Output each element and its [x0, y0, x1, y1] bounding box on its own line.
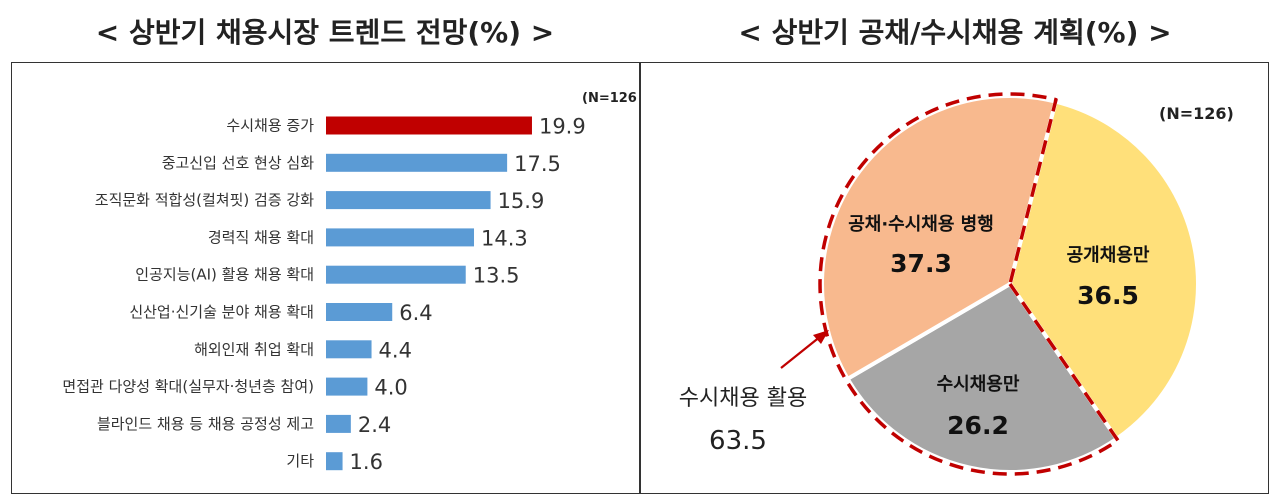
- annotation-arrow-line: [780, 335, 822, 369]
- pie-slice: [820, 93, 1058, 381]
- bar: [326, 191, 491, 210]
- bar-category-label: 중고신입 선호 현상 심화: [162, 154, 315, 172]
- pie-chart: (N=126) 공개채용만 36.5 수시채용만 26.2 공채·수시채용 병행 37.3…: [679, 92, 1234, 476]
- annotation-arrow-head: [813, 330, 829, 344]
- pie-slice-label: 공개채용만: [1067, 245, 1150, 266]
- bar: [326, 414, 351, 433]
- pie-slice: [845, 282, 1119, 474]
- bar-value-label: 4.4: [379, 338, 412, 362]
- pie-slice: [1008, 99, 1201, 441]
- combined-region-outline: [818, 92, 1120, 476]
- bar-category-label: 조직문화 적합성(컬쳐핏) 검증 강화: [95, 191, 314, 209]
- bar-value-label: 13.5: [473, 264, 520, 288]
- bar-value-label: 17.5: [514, 152, 561, 176]
- bar: [326, 228, 475, 247]
- bar: [326, 265, 466, 284]
- pie-sample-note: (N=126): [1159, 104, 1234, 123]
- bar-value-label: 2.4: [358, 413, 391, 437]
- pie-chart-title: < 상반기 공채/수시채용 계획(%) >: [738, 16, 1172, 49]
- bar-chart: (N=126) 수시채용 증가 19.9 중고신입 선호 현상 심화 17.5 조직문화…: [62, 91, 638, 474]
- bar-category-label: 수시채용 증가: [226, 117, 314, 135]
- bar-value-label: 1.6: [350, 450, 383, 474]
- bar-category-label: 해외인재 취업 확대: [194, 340, 314, 358]
- bar-chart-panel: (N=126) 수시채용 증가 19.9 중고신입 선호 현상 심화 17.5 조직문화…: [11, 62, 640, 494]
- bar-category-label: 신산업·신기술 분야 채용 확대: [129, 303, 314, 321]
- pie-slice-label: 공채·수시채용 병행: [848, 214, 994, 235]
- bar-category-label: 블라인드 채용 등 채용 공정성 제고: [97, 415, 314, 433]
- pie-slice-value: 36.5: [1077, 281, 1139, 310]
- bar-value-label: 15.9: [498, 189, 545, 213]
- bar-value-label: 6.4: [399, 301, 432, 325]
- bar-category-label: 기타: [286, 452, 314, 470]
- bar: [326, 153, 508, 172]
- bar: [326, 452, 343, 471]
- pie-slice-label: 수시채용만: [937, 374, 1020, 395]
- bar-value-label: 4.0: [374, 376, 407, 400]
- annotation-label: 수시채용 활용: [679, 386, 807, 411]
- bar-category-label: 경력직 채용 확대: [208, 228, 314, 246]
- bar: [326, 116, 532, 135]
- pie-slice-value: 37.3: [890, 249, 952, 278]
- bar-chart-title: < 상반기 채용시장 트렌드 전망(%) >: [95, 16, 555, 49]
- bar-value-label: 19.9: [539, 115, 586, 139]
- annotation-value: 63.5: [709, 426, 767, 456]
- bar-sample-note: (N=126): [582, 91, 638, 106]
- bar: [326, 303, 393, 321]
- bar-value-label: 14.3: [481, 226, 528, 250]
- bar-category-label: 인공지능(AI) 활용 채용 확대: [135, 266, 314, 284]
- pie-chart-panel: (N=126) 공개채용만 36.5 수시채용만 26.2 공채·수시채용 병행 37.3…: [640, 62, 1269, 494]
- pie-slice-value: 26.2: [947, 411, 1009, 440]
- bar-category-label: 면접관 다양성 확대(실무자·청년층 참여): [62, 378, 314, 396]
- bar: [326, 377, 368, 396]
- bar: [326, 340, 372, 359]
